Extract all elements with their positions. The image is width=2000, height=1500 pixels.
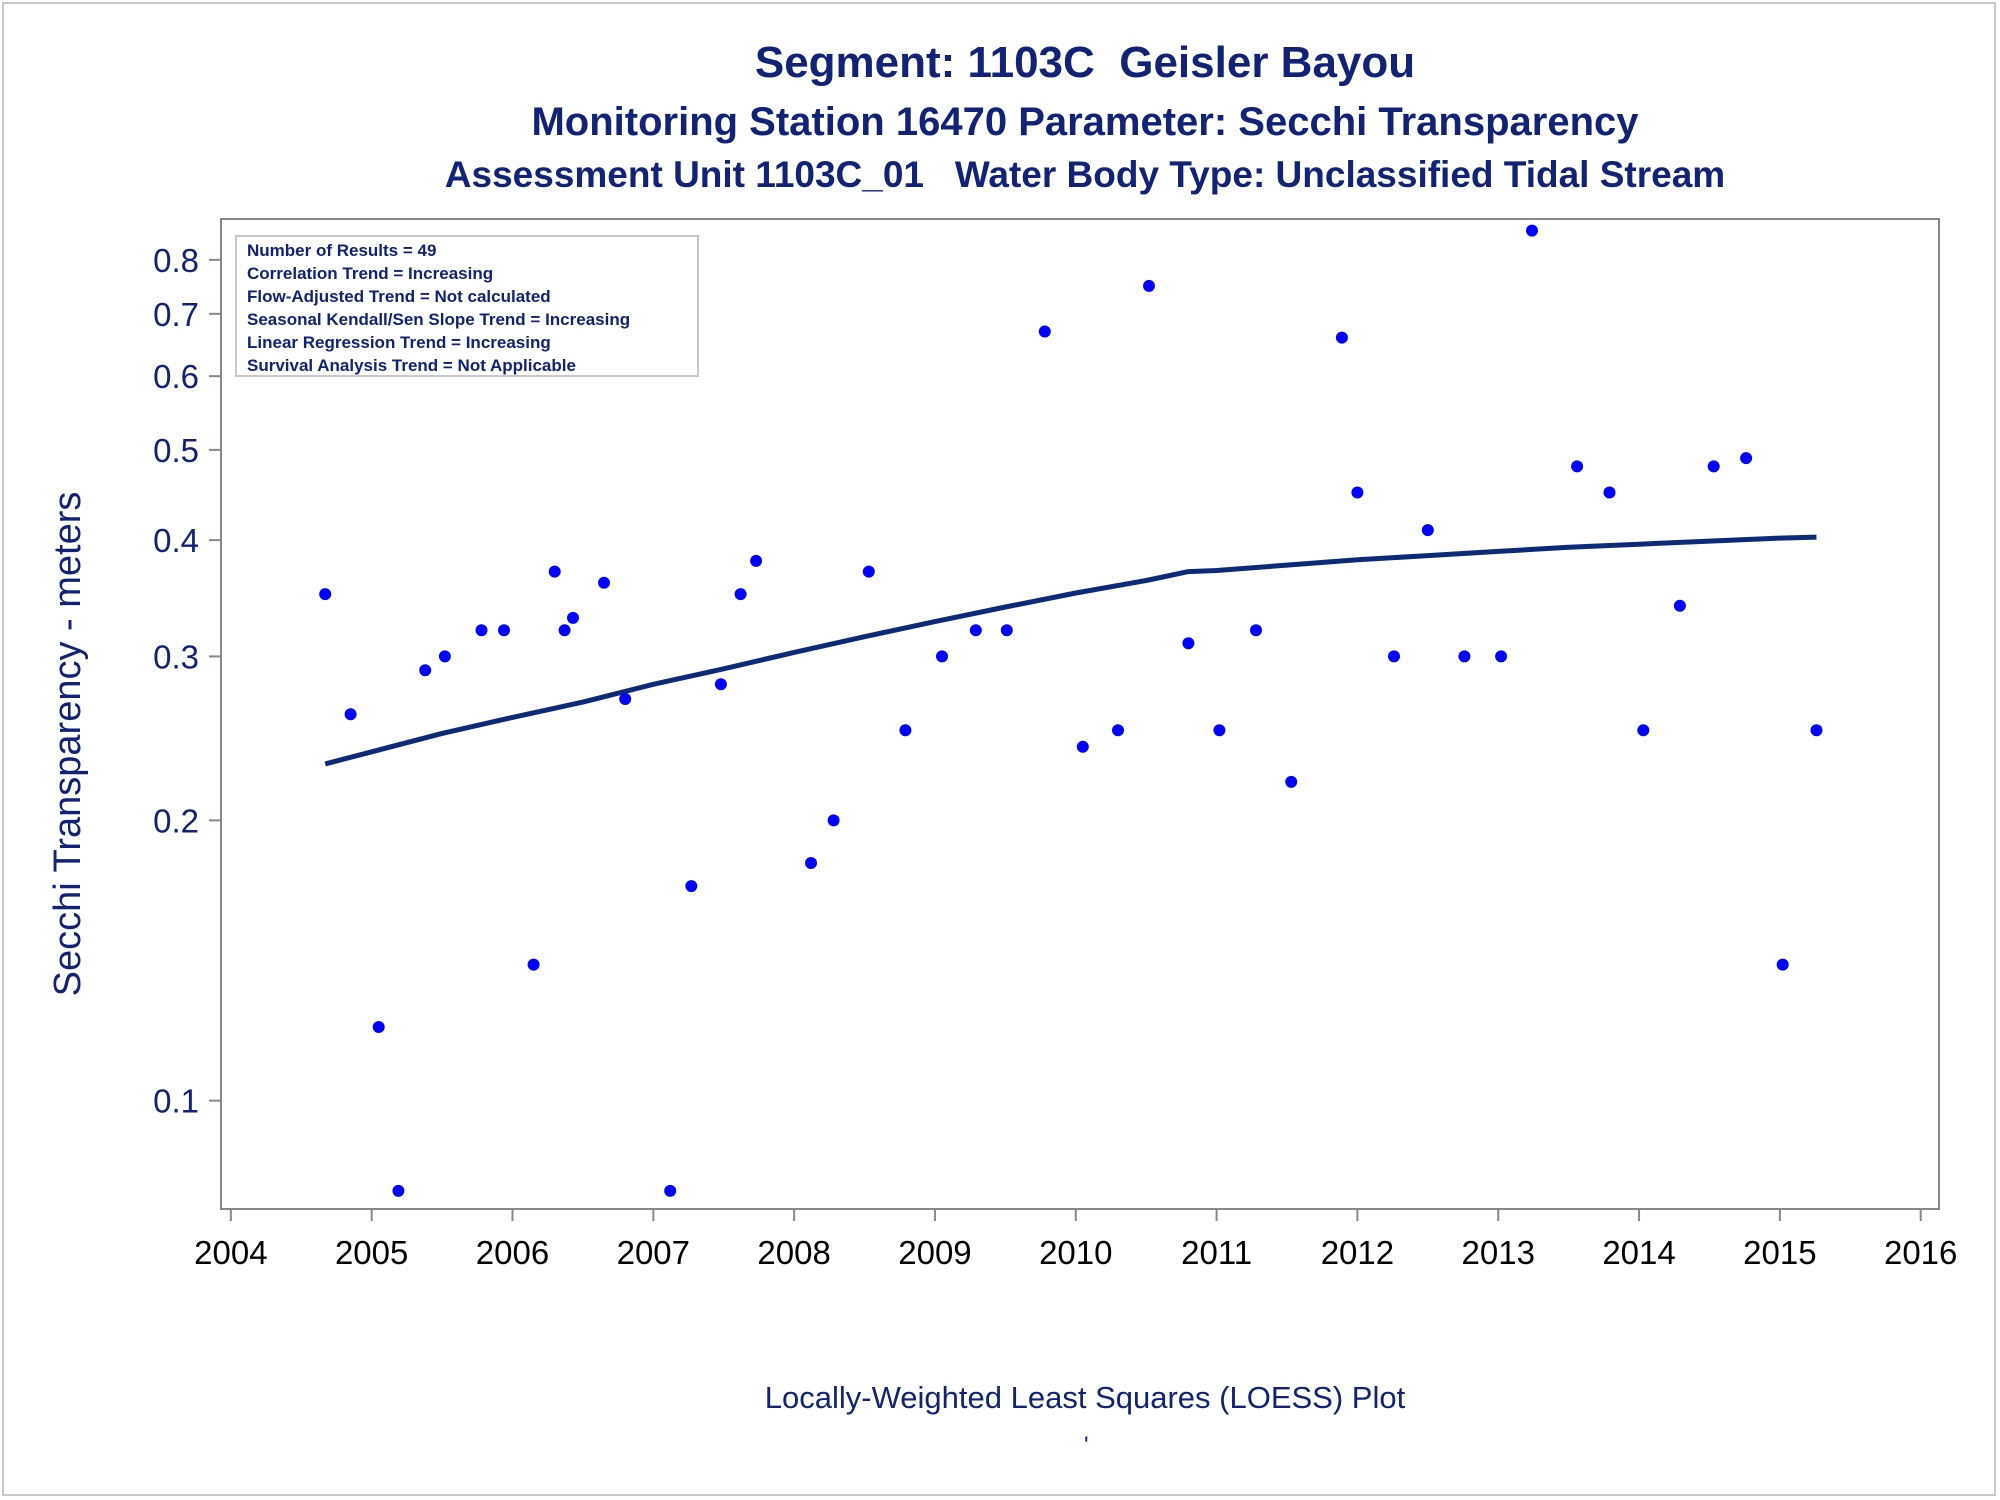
data-point [498,624,510,637]
data-point [734,588,747,601]
data-point [714,678,727,691]
y-tick-label: 0.7 [153,296,199,333]
data-point [827,814,840,827]
data-point [1388,650,1400,663]
data-point [1673,599,1686,612]
trend-stats-box-border [235,235,699,377]
loess-line [324,534,1817,767]
data-point [527,958,540,971]
y-tick-label: 0.4 [153,522,199,559]
x-tick-label: 2007 [617,1234,690,1271]
data-point [1143,279,1155,292]
data-point [1707,460,1720,473]
x-tick-label: 2004 [194,1234,267,1271]
data-point [1038,325,1051,338]
data-point [1112,724,1124,737]
data-point [1335,331,1348,344]
data-point [419,664,432,677]
loess-curve [324,534,1817,767]
data-point [969,624,982,637]
y-tick-label: 0.8 [153,242,199,279]
x-tick-label: 2014 [1602,1234,1675,1271]
data-point [558,624,571,637]
data-point [1571,460,1584,473]
x-tick-label: 2009 [898,1234,971,1271]
data-point [1603,486,1616,499]
data-point [598,576,610,589]
trend-stat-line: Flow-Adjusted Trend = Not calculated [247,287,551,306]
x-tick-label: 2011 [1181,1234,1252,1271]
data-point [1182,637,1195,650]
data-point [1000,624,1013,637]
data-point [475,624,488,637]
data-points [319,224,1823,1197]
data-point [1495,650,1508,663]
data-point [1776,958,1789,971]
trend-stat-line: Linear Regression Trend = Increasing [247,333,551,352]
data-point [1458,650,1471,663]
trend-stat-line: Number of Results = 49 [247,241,436,260]
data-point [1526,224,1538,237]
data-point [685,880,698,893]
y-tick-label: 0.6 [153,358,199,395]
y-tick-label: 0.1 [153,1083,199,1120]
trend-stat-line: Survival Analysis Trend = Not Applicable [247,356,576,375]
data-point [1421,524,1434,537]
y-axis-label: Secchi Transparency - meters [47,492,89,997]
x-tick-label: 2006 [476,1234,549,1271]
footnote-mark: ' [1084,1432,1089,1459]
data-point [936,650,948,663]
data-point [438,650,451,663]
chart-title: Segment: 1103C Geisler Bayou [754,38,1416,87]
data-point [1637,724,1650,737]
y-tick-label: 0.2 [153,802,199,839]
x-tick-label: 2012 [1321,1234,1394,1271]
chart-subtitle-2: Assessment Unit 1103C_01 Water Body Type… [444,154,1726,195]
data-point [1740,452,1753,465]
y-tick-label: 0.5 [153,432,199,469]
x-tick-label: 2013 [1462,1234,1535,1271]
data-point [567,611,579,624]
y-axis: 0.1 0.2 0.3 0.4 0.5 0.6 0.7 0.8 [153,242,221,1120]
data-point [372,1021,385,1033]
plot-area [220,218,1940,1210]
x-tick-label: 2010 [1039,1234,1112,1271]
data-point [862,565,875,578]
trend-stat-line: Correlation Trend = Increasing [247,264,493,283]
data-point [392,1184,405,1197]
data-point [899,724,912,737]
x-tick-label: 2005 [335,1234,408,1271]
x-tick-label: 2016 [1884,1234,1957,1271]
data-point [1351,486,1364,499]
chart-subtitle: Monitoring Station 16470 Parameter: Secc… [531,100,1639,144]
trend-stat-line: Seasonal Kendall/Sen Slope Trend = Incre… [247,310,630,329]
data-point [548,565,561,578]
y-tick-label: 0.3 [153,638,199,675]
data-point [344,708,357,721]
data-point [1250,624,1262,637]
data-point [664,1184,677,1197]
data-point [319,588,332,601]
data-point [1810,724,1823,737]
x-tick-label: 2015 [1743,1234,1816,1271]
x-axis: 2004 2005 2006 2007 2008 2009 2010 2011 2012 2013… [194,1209,1957,1271]
data-point [619,693,632,705]
x-tick-label: 2008 [757,1234,830,1271]
data-point [805,857,817,869]
trend-stats-box: Number of Results = 49 Correlation Trend … [235,235,699,377]
data-point [1285,775,1298,788]
plot-footnote: Locally-Weighted Least Squares (LOESS) P… [764,1380,1406,1415]
data-point [750,554,763,567]
data-point [1076,740,1089,753]
data-point [1213,724,1226,737]
